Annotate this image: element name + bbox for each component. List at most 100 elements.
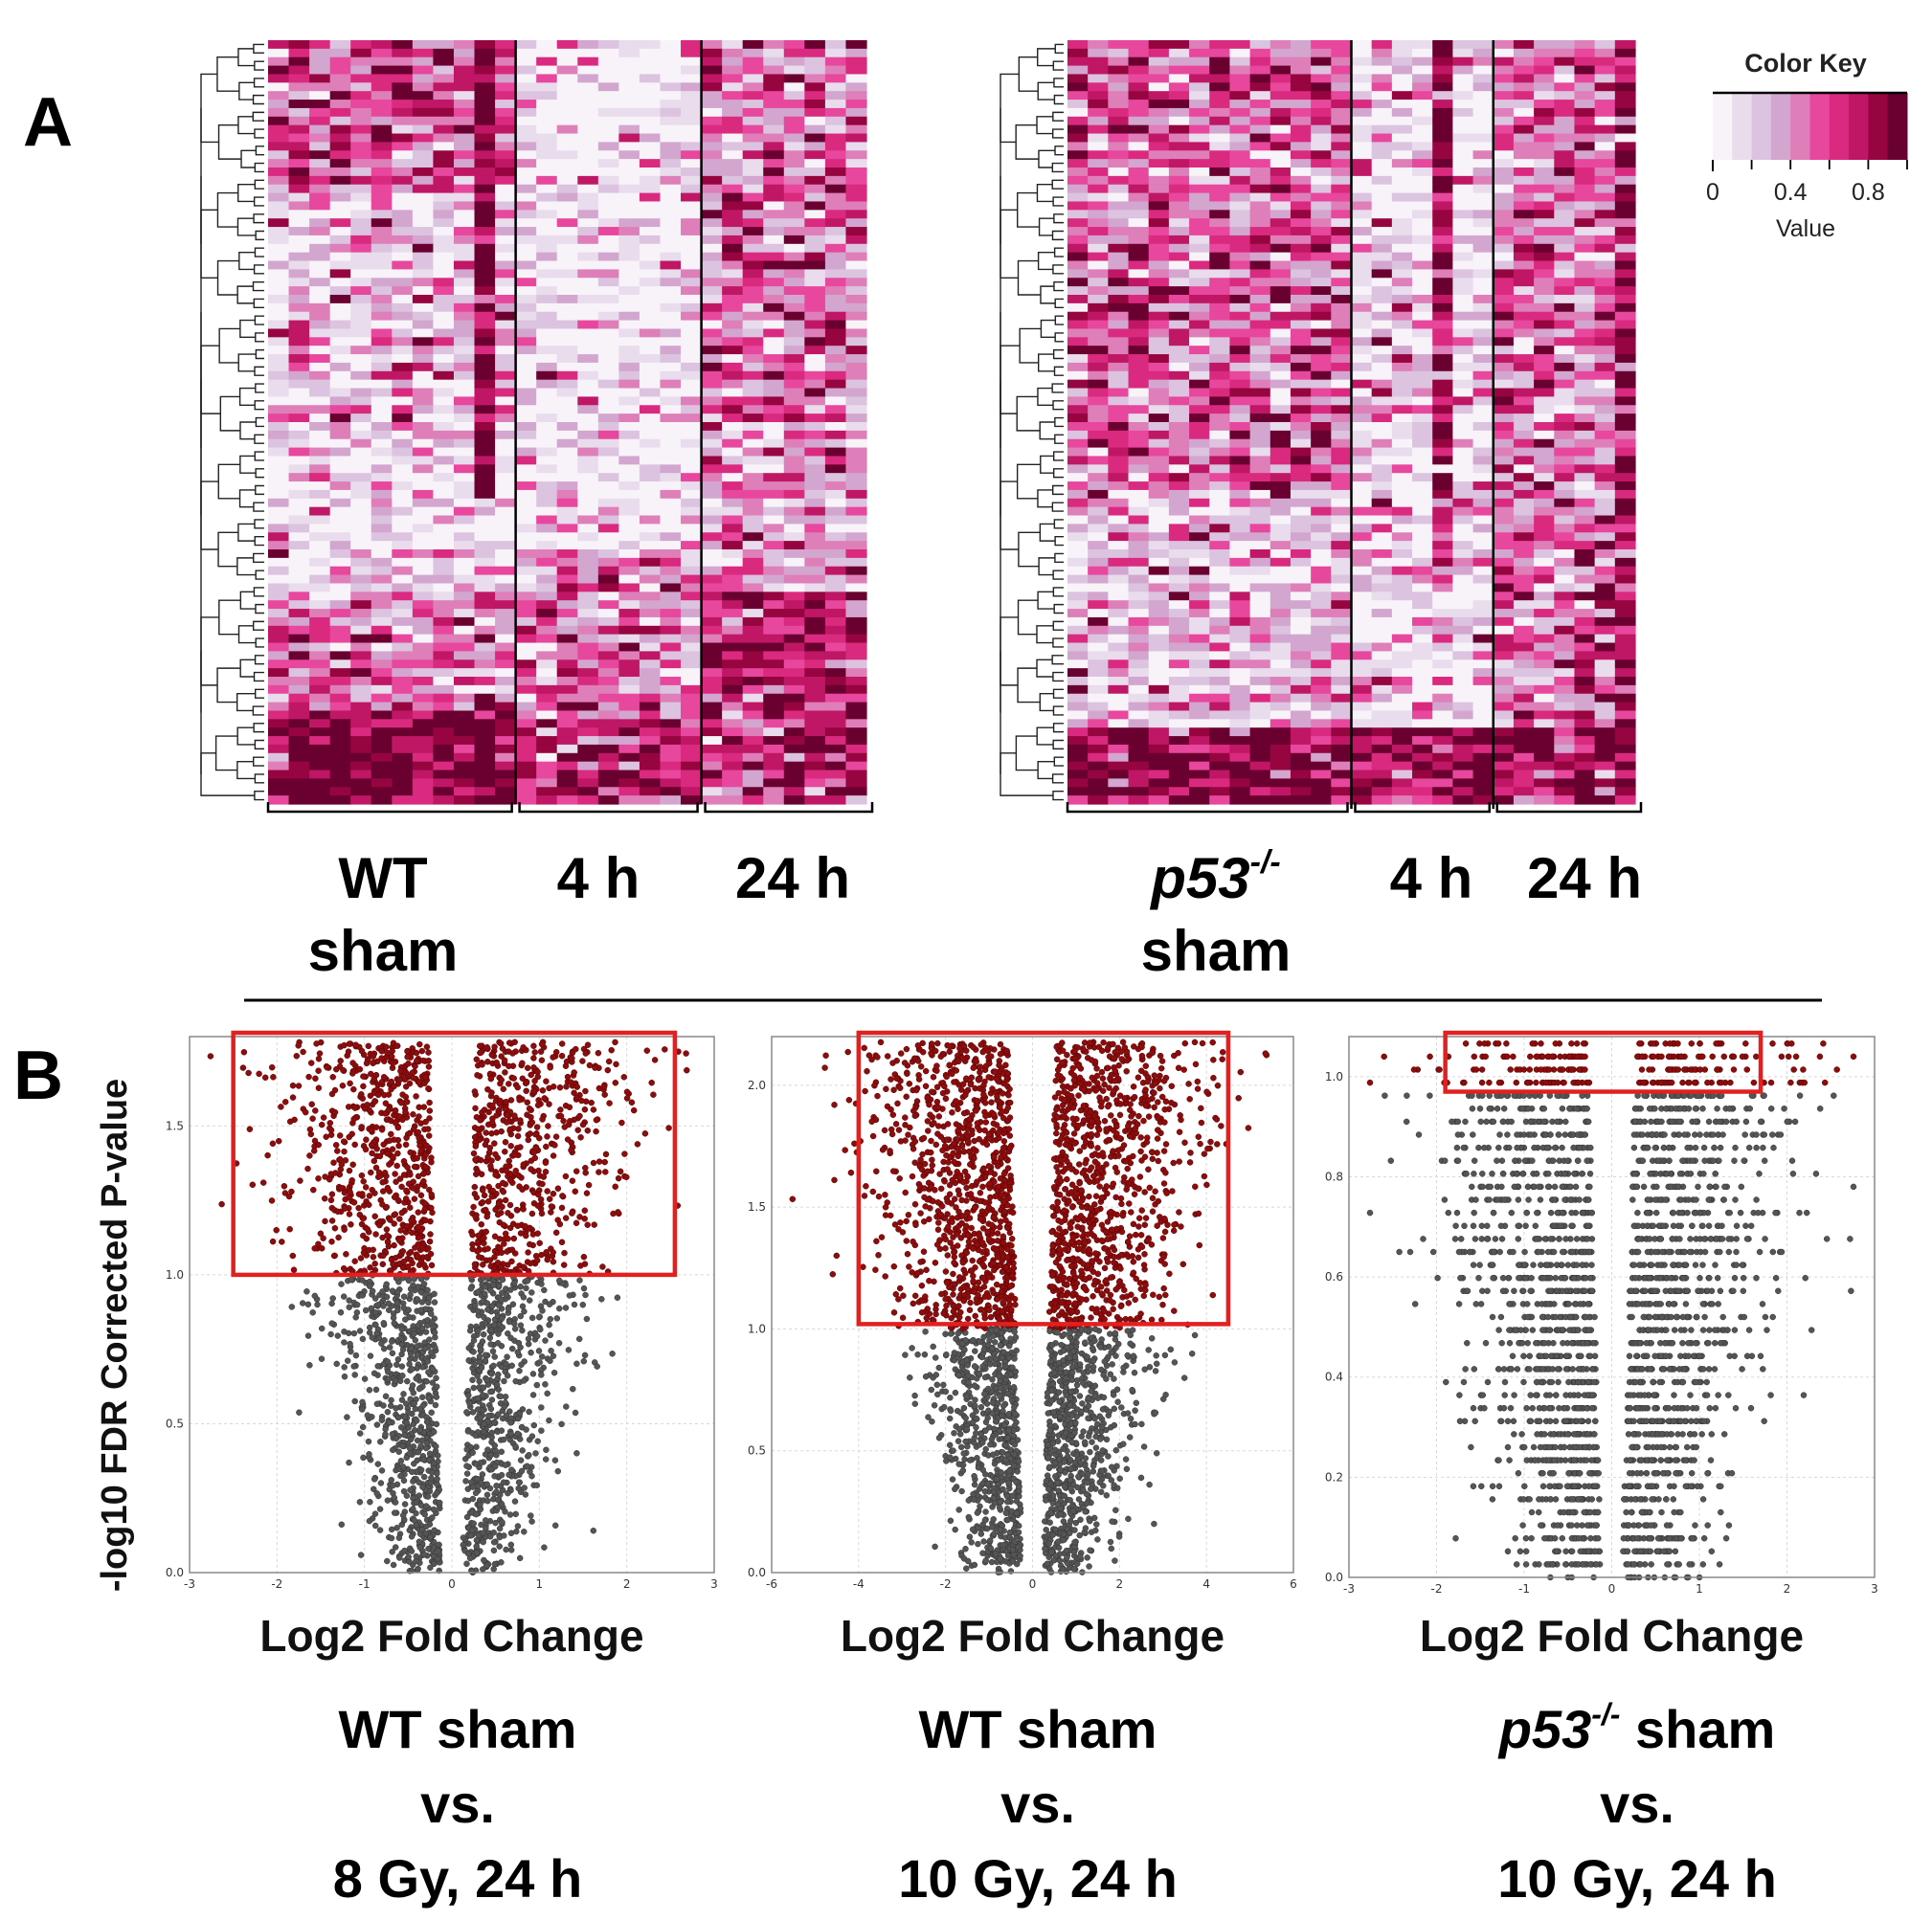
heatmap-cell <box>1067 625 1089 636</box>
heatmap-cell <box>536 269 558 279</box>
heatmap-cell <box>783 693 805 704</box>
heatmap-cell <box>639 295 662 304</box>
heatmap-cell <box>618 295 640 304</box>
heatmap-cell <box>763 744 785 754</box>
heatmap-cell <box>1249 651 1271 660</box>
heatmap-cell <box>474 566 496 576</box>
heatmap-cell <box>268 684 290 695</box>
heatmap-cell <box>639 405 662 414</box>
heatmap-cell <box>763 107 785 118</box>
heatmap-cell <box>350 65 372 76</box>
heatmap-cell <box>577 210 599 219</box>
heatmap-cell <box>1432 396 1453 406</box>
heatmap-cell <box>1168 592 1190 601</box>
heatmap-cell <box>371 583 393 592</box>
heatmap-cell <box>329 286 351 296</box>
heatmap-cell <box>1391 642 1413 652</box>
dendrogram-branch <box>236 726 256 746</box>
heatmap-cell <box>639 616 662 627</box>
heatmap-cell <box>392 447 414 458</box>
heatmap-cell <box>1148 175 1170 186</box>
heatmap-cell <box>392 65 414 76</box>
heatmap-cell <box>288 541 310 550</box>
heatmap-cell <box>474 201 496 211</box>
heatmap-cell <box>1371 150 1393 160</box>
heatmap-cell <box>783 787 805 796</box>
heatmap-cell <box>536 379 558 390</box>
heatmap-cell <box>1371 328 1393 338</box>
heatmap-cell <box>1594 625 1616 636</box>
heatmap-cell <box>474 337 496 346</box>
heatmap-cell <box>1311 583 1332 592</box>
heatmap-cell <box>577 260 599 270</box>
heatmap-cell <box>722 379 744 390</box>
heatmap-cell <box>639 396 662 406</box>
dendrogram-branch <box>1052 791 1064 801</box>
heatmap-cell <box>1534 227 1555 236</box>
heatmap-cell <box>474 524 496 533</box>
heatmap-cell <box>329 642 351 652</box>
heatmap-cell <box>495 201 517 211</box>
heatmap-cell <box>515 370 537 381</box>
heatmap-cell <box>329 710 351 720</box>
heatmap-cell <box>1128 430 1150 440</box>
heatmap-cell <box>1534 405 1555 414</box>
heatmap-cell <box>536 286 558 296</box>
heatmap-cell <box>1472 159 1494 168</box>
heatmap-cell <box>1412 184 1433 194</box>
heatmap-cell <box>681 337 703 346</box>
heatmap-cell <box>392 354 414 364</box>
heatmap-cell <box>1594 346 1616 355</box>
heatmap-cell <box>1168 659 1190 669</box>
heatmap-cell <box>1229 295 1251 304</box>
heatmap-cell <box>412 473 435 482</box>
heatmap-cell <box>1513 413 1535 423</box>
heatmap-cell <box>618 710 640 720</box>
heatmap-cell <box>536 702 558 712</box>
heatmap-cell <box>618 583 640 592</box>
heatmap-cell <box>1472 684 1494 695</box>
heatmap-cell <box>495 600 517 610</box>
heatmap-cell <box>329 677 351 686</box>
heatmap-cell <box>433 778 455 788</box>
heatmap-cell <box>1128 243 1150 254</box>
heatmap-cell <box>1614 243 1636 254</box>
heatmap-cell <box>1412 592 1433 601</box>
heatmap-cell <box>1269 210 1292 219</box>
heatmap-cell <box>577 524 599 533</box>
heatmap-cell <box>1108 489 1130 500</box>
dendrogram-branch <box>254 434 264 444</box>
heatmap-cell <box>639 168 662 177</box>
heatmap-cell <box>268 634 290 644</box>
heatmap-cell <box>329 370 351 381</box>
heatmap-cell <box>701 557 723 568</box>
heatmap-cell <box>515 91 537 101</box>
heatmap-cell <box>412 456 435 465</box>
heatmap-cell <box>824 302 847 313</box>
heatmap-cell <box>309 116 331 126</box>
heatmap-cell <box>515 396 537 406</box>
heatmap-cell <box>1432 370 1453 381</box>
heatmap-cell <box>1269 269 1292 279</box>
heatmap-cell <box>350 311 372 322</box>
heatmap-cell <box>763 473 785 482</box>
heatmap-cell <box>1311 489 1332 500</box>
heatmap-cell <box>618 278 640 287</box>
heatmap-cell <box>722 116 744 126</box>
heatmap-cell <box>1513 668 1535 678</box>
heatmap-cell <box>268 133 290 143</box>
heatmap-cell <box>1351 684 1373 695</box>
heatmap-cell <box>536 278 558 287</box>
heatmap-cell <box>1067 48 1089 58</box>
heatmap-cell <box>350 74 372 83</box>
heatmap-cell <box>474 489 496 500</box>
heatmap-cell <box>1290 107 1312 118</box>
heatmap-cell <box>433 142 455 151</box>
heatmap-cell <box>824 770 847 779</box>
heatmap-cell <box>701 795 723 805</box>
heatmap-cell <box>1513 396 1535 406</box>
heatmap-cell <box>1269 346 1292 355</box>
dendrogram-branch <box>1016 395 1041 432</box>
heatmap-cell <box>268 693 290 704</box>
heatmap-cell <box>722 524 744 533</box>
